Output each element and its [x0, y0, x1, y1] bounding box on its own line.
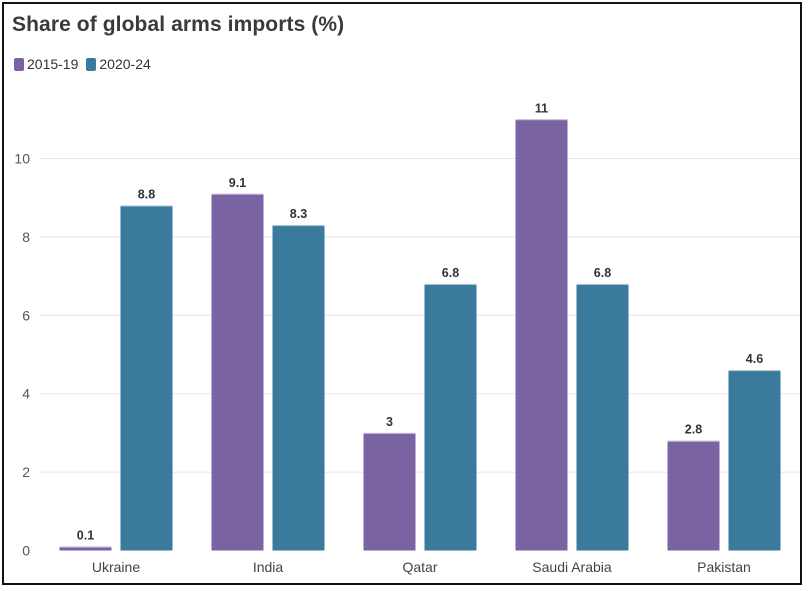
bar: [728, 370, 781, 551]
legend-swatch-series-2: [86, 57, 97, 71]
legend-swatch-series-1: [14, 57, 24, 71]
data-label: 3: [386, 415, 393, 429]
bar: [515, 119, 568, 551]
data-label: 8.3: [290, 207, 307, 221]
bar: [120, 205, 173, 551]
data-label: 8.8: [138, 188, 155, 202]
bar: [363, 432, 416, 551]
x-tick-label: Ukraine: [92, 559, 140, 575]
y-tick-label: 10: [14, 151, 30, 167]
chart-title: Share of global arms imports (%): [12, 13, 345, 36]
y-tick-label: 0: [22, 543, 30, 559]
data-label: 11: [535, 101, 548, 115]
x-tick-label: Qatar: [402, 559, 437, 575]
x-tick-label: Saudi Arabia: [532, 559, 612, 575]
data-label: 0.1: [77, 529, 94, 543]
legend-label-series-1: 2015-19: [27, 56, 79, 72]
bar: [424, 283, 477, 551]
data-label: 4.6: [746, 352, 763, 366]
y-tick-label: 2: [22, 464, 30, 480]
data-label: 6.8: [594, 266, 611, 280]
y-tick-label: 8: [22, 229, 30, 245]
bar: [576, 283, 629, 551]
y-tick-label: 4: [22, 386, 30, 402]
legend-label-series-2: 2020-24: [99, 56, 151, 72]
bar: [272, 225, 325, 551]
data-label: 6.8: [442, 266, 459, 280]
data-label: 9.1: [229, 176, 246, 190]
legend-item-series-2: 2020-24: [86, 56, 151, 72]
bar: [667, 440, 720, 551]
legend-item-series-1: 2015-19: [14, 56, 78, 72]
legend: 2015-19 2020-24: [14, 56, 159, 72]
bar: [59, 546, 112, 551]
data-label: 2.8: [685, 423, 702, 437]
x-tick-label: India: [253, 559, 284, 575]
y-tick-label: 6: [22, 307, 30, 323]
bar: [211, 193, 264, 551]
x-tick-label: Pakistan: [697, 559, 751, 575]
